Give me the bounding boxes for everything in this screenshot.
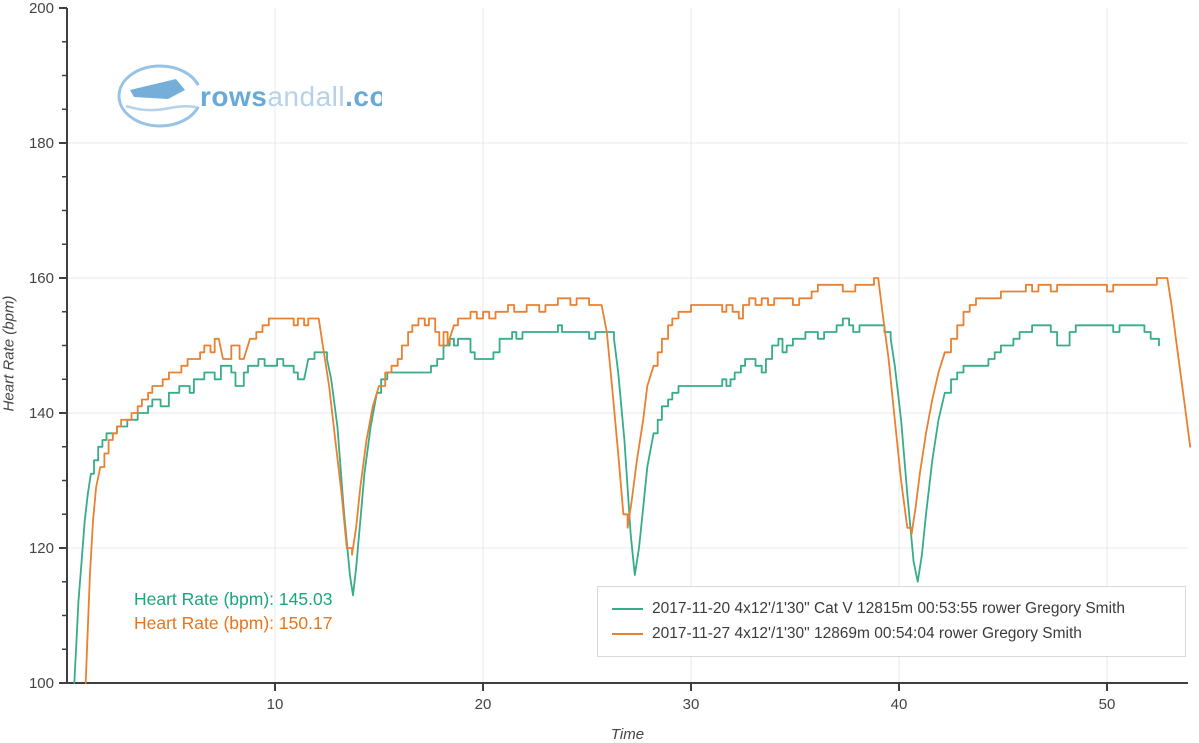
- x-axis-title: Time: [610, 726, 645, 743]
- legend: 2017-11-20 4x12'/1'30" Cat V 12815m 00:5…: [597, 586, 1186, 657]
- x-tick-label: 20: [475, 696, 492, 713]
- mean-hr-annotation-series-1: Heart Rate (bpm): 145.03: [134, 589, 333, 609]
- y-axis-title: Heart Rate (bpm): [0, 295, 18, 412]
- gridlines: [67, 8, 1188, 683]
- logo-circle-icon: [117, 64, 203, 128]
- legend-swatch-green-icon: [612, 608, 643, 610]
- x-tick-label: 10: [267, 696, 284, 713]
- axis-ticks: 100 120 140 160 180 200 10 20 30 40 50: [29, 0, 1115, 713]
- y-tick-label: 140: [29, 405, 54, 422]
- x-tick-label: 50: [1099, 696, 1116, 713]
- legend-swatch-orange-icon: [612, 633, 643, 635]
- legend-label-1: 2017-11-20 4x12'/1'30" Cat V 12815m 00:5…: [652, 600, 1125, 617]
- y-tick-label: 200: [29, 0, 54, 17]
- legend-label-2: 2017-11-27 4x12'/1'30" 12869m 00:54:04 r…: [652, 625, 1082, 642]
- legend-entry-2: 2017-11-27 4x12'/1'30" 12869m 00:54:04 r…: [612, 625, 1185, 643]
- y-tick-label: 160: [29, 270, 54, 287]
- x-tick-label: 30: [683, 696, 700, 713]
- series-lines: [73, 277, 1192, 684]
- mean-hr-annotation-series-2: Heart Rate (bpm): 150.17: [134, 613, 333, 633]
- y-tick-label: 100: [29, 675, 54, 692]
- wave-icon: [125, 104, 197, 112]
- rowsandall-logo: rowsandall.com: [117, 64, 382, 128]
- series-line-1: [73, 317, 1160, 684]
- y-tick-label: 180: [29, 135, 54, 152]
- x-tick-label: 40: [891, 696, 908, 713]
- legend-entry-1: 2017-11-20 4x12'/1'30" Cat V 12815m 00:5…: [612, 600, 1185, 618]
- series-line-2: [84, 277, 1192, 684]
- logo-text: rowsandall.com: [200, 81, 382, 112]
- boat-icon: [130, 79, 185, 99]
- y-tick-label: 120: [29, 540, 54, 557]
